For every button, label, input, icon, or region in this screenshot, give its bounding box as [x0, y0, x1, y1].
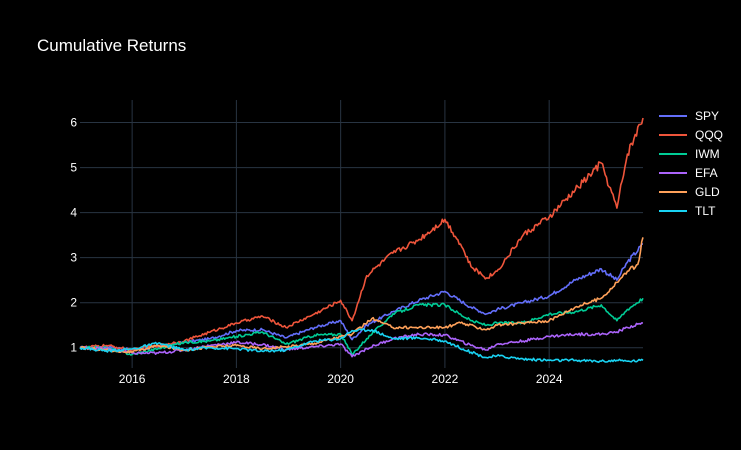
y-tick-label: 6 [70, 116, 77, 130]
series-line-tlt [79, 328, 644, 364]
legend-label: IWM [695, 147, 720, 161]
legend-item-iwm[interactable]: IWM [659, 147, 720, 161]
x-tick-label: 2024 [536, 372, 563, 386]
legend-label: EFA [695, 166, 718, 180]
legend-item-gld[interactable]: GLD [659, 185, 720, 199]
x-tick-label: 2016 [119, 372, 146, 386]
x-tick-label: 2022 [432, 372, 459, 386]
series-line-efa [79, 322, 644, 358]
y-tick-label: 1 [70, 341, 77, 355]
y-tick-label: 5 [70, 161, 77, 175]
series-line-iwm [79, 297, 644, 356]
series-layer [79, 117, 644, 364]
x-tick-label: 2018 [223, 372, 250, 386]
series-line-qqq [79, 117, 644, 352]
legend[interactable]: SPY QQQ IWM EFA GLD TLT [659, 109, 723, 218]
chart-title: Cumulative Returns [37, 36, 186, 55]
legend-label: TLT [695, 204, 716, 218]
x-axis-ticks: 2016 2018 2020 2022 2024 [119, 372, 563, 386]
legend-item-tlt[interactable]: TLT [659, 204, 716, 218]
legend-label: SPY [695, 109, 719, 123]
legend-item-spy[interactable]: SPY [659, 109, 719, 123]
y-tick-label: 2 [70, 296, 77, 310]
legend-item-qqq[interactable]: QQQ [659, 128, 723, 142]
y-tick-label: 4 [70, 206, 77, 220]
legend-item-efa[interactable]: EFA [659, 166, 718, 180]
y-axis-ticks: 1 2 3 4 5 6 [70, 116, 77, 355]
x-tick-label: 2020 [327, 372, 354, 386]
series-line-gld [79, 237, 644, 354]
y-tick-label: 3 [70, 251, 77, 265]
legend-label: QQQ [695, 128, 723, 142]
legend-label: GLD [695, 185, 720, 199]
